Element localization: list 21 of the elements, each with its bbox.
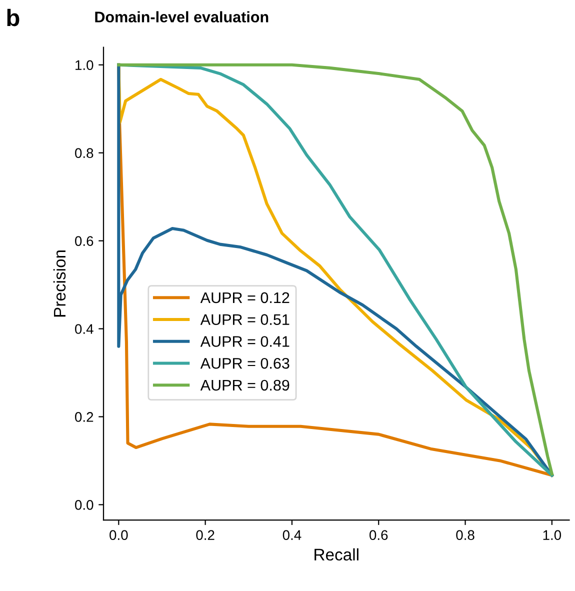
legend-label: AUPR = 0.41 [200, 336, 290, 347]
y-tick-label: 0.6 [75, 236, 94, 246]
legend-label: AUPR = 0.63 [200, 358, 290, 369]
legend-label: AUPR = 0.12 [200, 292, 290, 304]
y-axis-title: Precision [53, 250, 66, 317]
x-tick-label: 0.8 [456, 530, 474, 540]
y-tick-label: 0.2 [75, 412, 94, 422]
text: b [7, 8, 20, 26]
x-tick-label: 0.0 [110, 530, 128, 540]
x-axis-title: Recall [314, 548, 358, 561]
y-tick-label: 1.0 [76, 60, 94, 70]
x-tick-label: 0.6 [370, 530, 388, 540]
x-tick-label: 1.0 [543, 530, 562, 540]
x-tick-label: 0.2 [196, 530, 214, 540]
y-tick-label: 0.4 [75, 324, 94, 334]
legend-label: AUPR = 0.89 [200, 380, 290, 391]
y-tick-label: 0.8 [75, 148, 94, 158]
legend-label: AUPR = 0.51 [200, 314, 290, 325]
x-tick-label: 0.4 [282, 530, 302, 540]
y-tick-label: 0.0 [75, 500, 94, 510]
chart-title: Domain-level evaluation [95, 11, 268, 22]
